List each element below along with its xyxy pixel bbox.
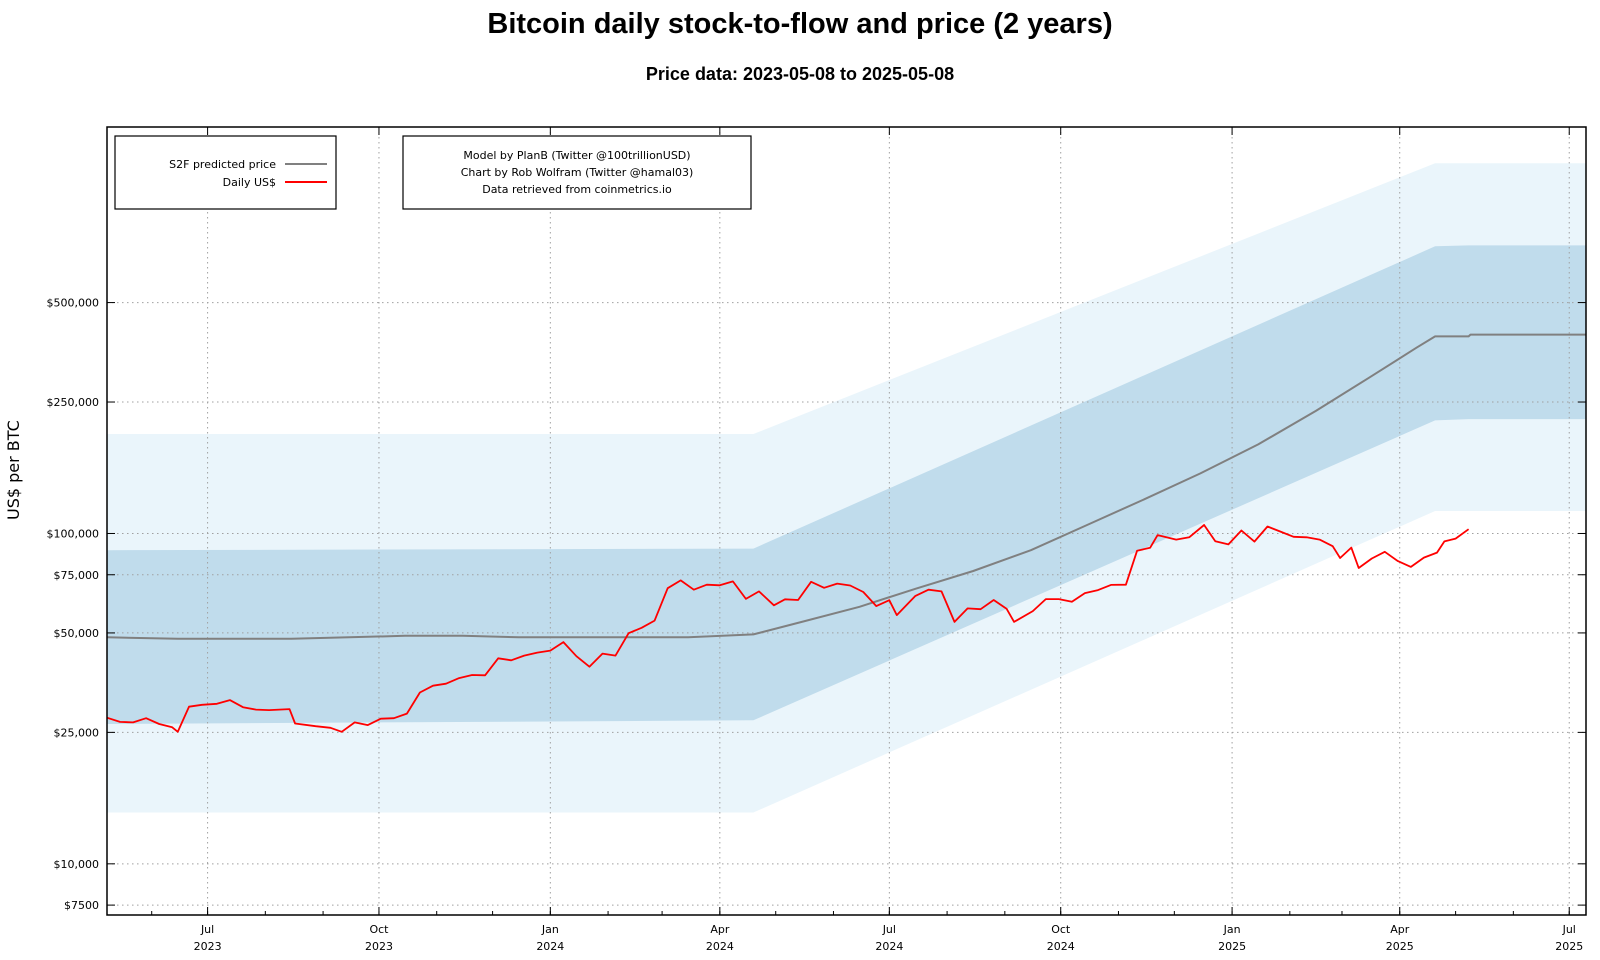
y-tick-label: $10,000 [54,858,100,871]
confidence-bands [107,163,1586,813]
x-tick-month: Oct [1051,923,1071,936]
y-tick-label: $250,000 [47,396,100,409]
grid-lines [107,127,1586,915]
x-tick-year: 2024 [536,940,564,953]
y-tick-label: $75,000 [54,569,100,582]
credit-line-3: Data retrieved from coinmetrics.io [482,183,672,196]
x-tick-month: Oct [369,923,389,936]
plot-frame [106,126,1587,916]
chart-subtitle: Price data: 2023-05-08 to 2025-05-08 [645,64,955,84]
axes: $7500 $10,000 $25,000 $50,000 $75,000 $100,00… [47,127,1586,953]
x-tick-year: 2023 [365,940,393,953]
chart-title: Bitcoin daily stock-to-flow and price (2… [487,8,1113,40]
legend-box: S2F predicted price Daily US$ [114,135,337,210]
x-tick-month: Jan [1223,923,1241,936]
y-tick-label: $500,000 [47,297,100,310]
x-tick-year: 2025 [1386,940,1414,953]
x-tick-year: 2025 [1218,940,1246,953]
s2f-line [107,333,1586,640]
credit-line-2: Chart by Rob Wolfram (Twitter @hamal03) [461,166,694,179]
x-tick-month: Jan [541,923,559,936]
y-tick-label: $100,000 [47,527,100,540]
legend-label-price: Daily US$ [223,176,276,189]
band-inner [107,245,1586,724]
x-tick-year: 2024 [706,940,734,953]
credit-line-1: Model by PlanB (Twitter @100trillionUSD) [463,149,690,162]
x-tick-month: Jul [200,923,214,936]
y-tick-label: $25,000 [54,726,100,739]
x-tick-year: 2023 [194,940,222,953]
legend-label-s2f: S2F predicted price [169,158,276,171]
x-tick-month: Apr [710,923,730,936]
y-tick-label: $7500 [64,899,99,912]
x-tick-month: Jul [882,923,896,936]
price-line [107,524,1470,733]
x-tick-year: 2024 [875,940,903,953]
y-tick-label: $50,000 [54,627,100,640]
x-tick-year: 2025 [1555,940,1583,953]
credits-box: Model by PlanB (Twitter @100trillionUSD)… [402,135,752,210]
x-tick-month: Apr [1390,923,1410,936]
x-tick-month: Jul [1562,923,1576,936]
x-tick-year: 2024 [1047,940,1075,953]
series-lines [107,333,1586,733]
